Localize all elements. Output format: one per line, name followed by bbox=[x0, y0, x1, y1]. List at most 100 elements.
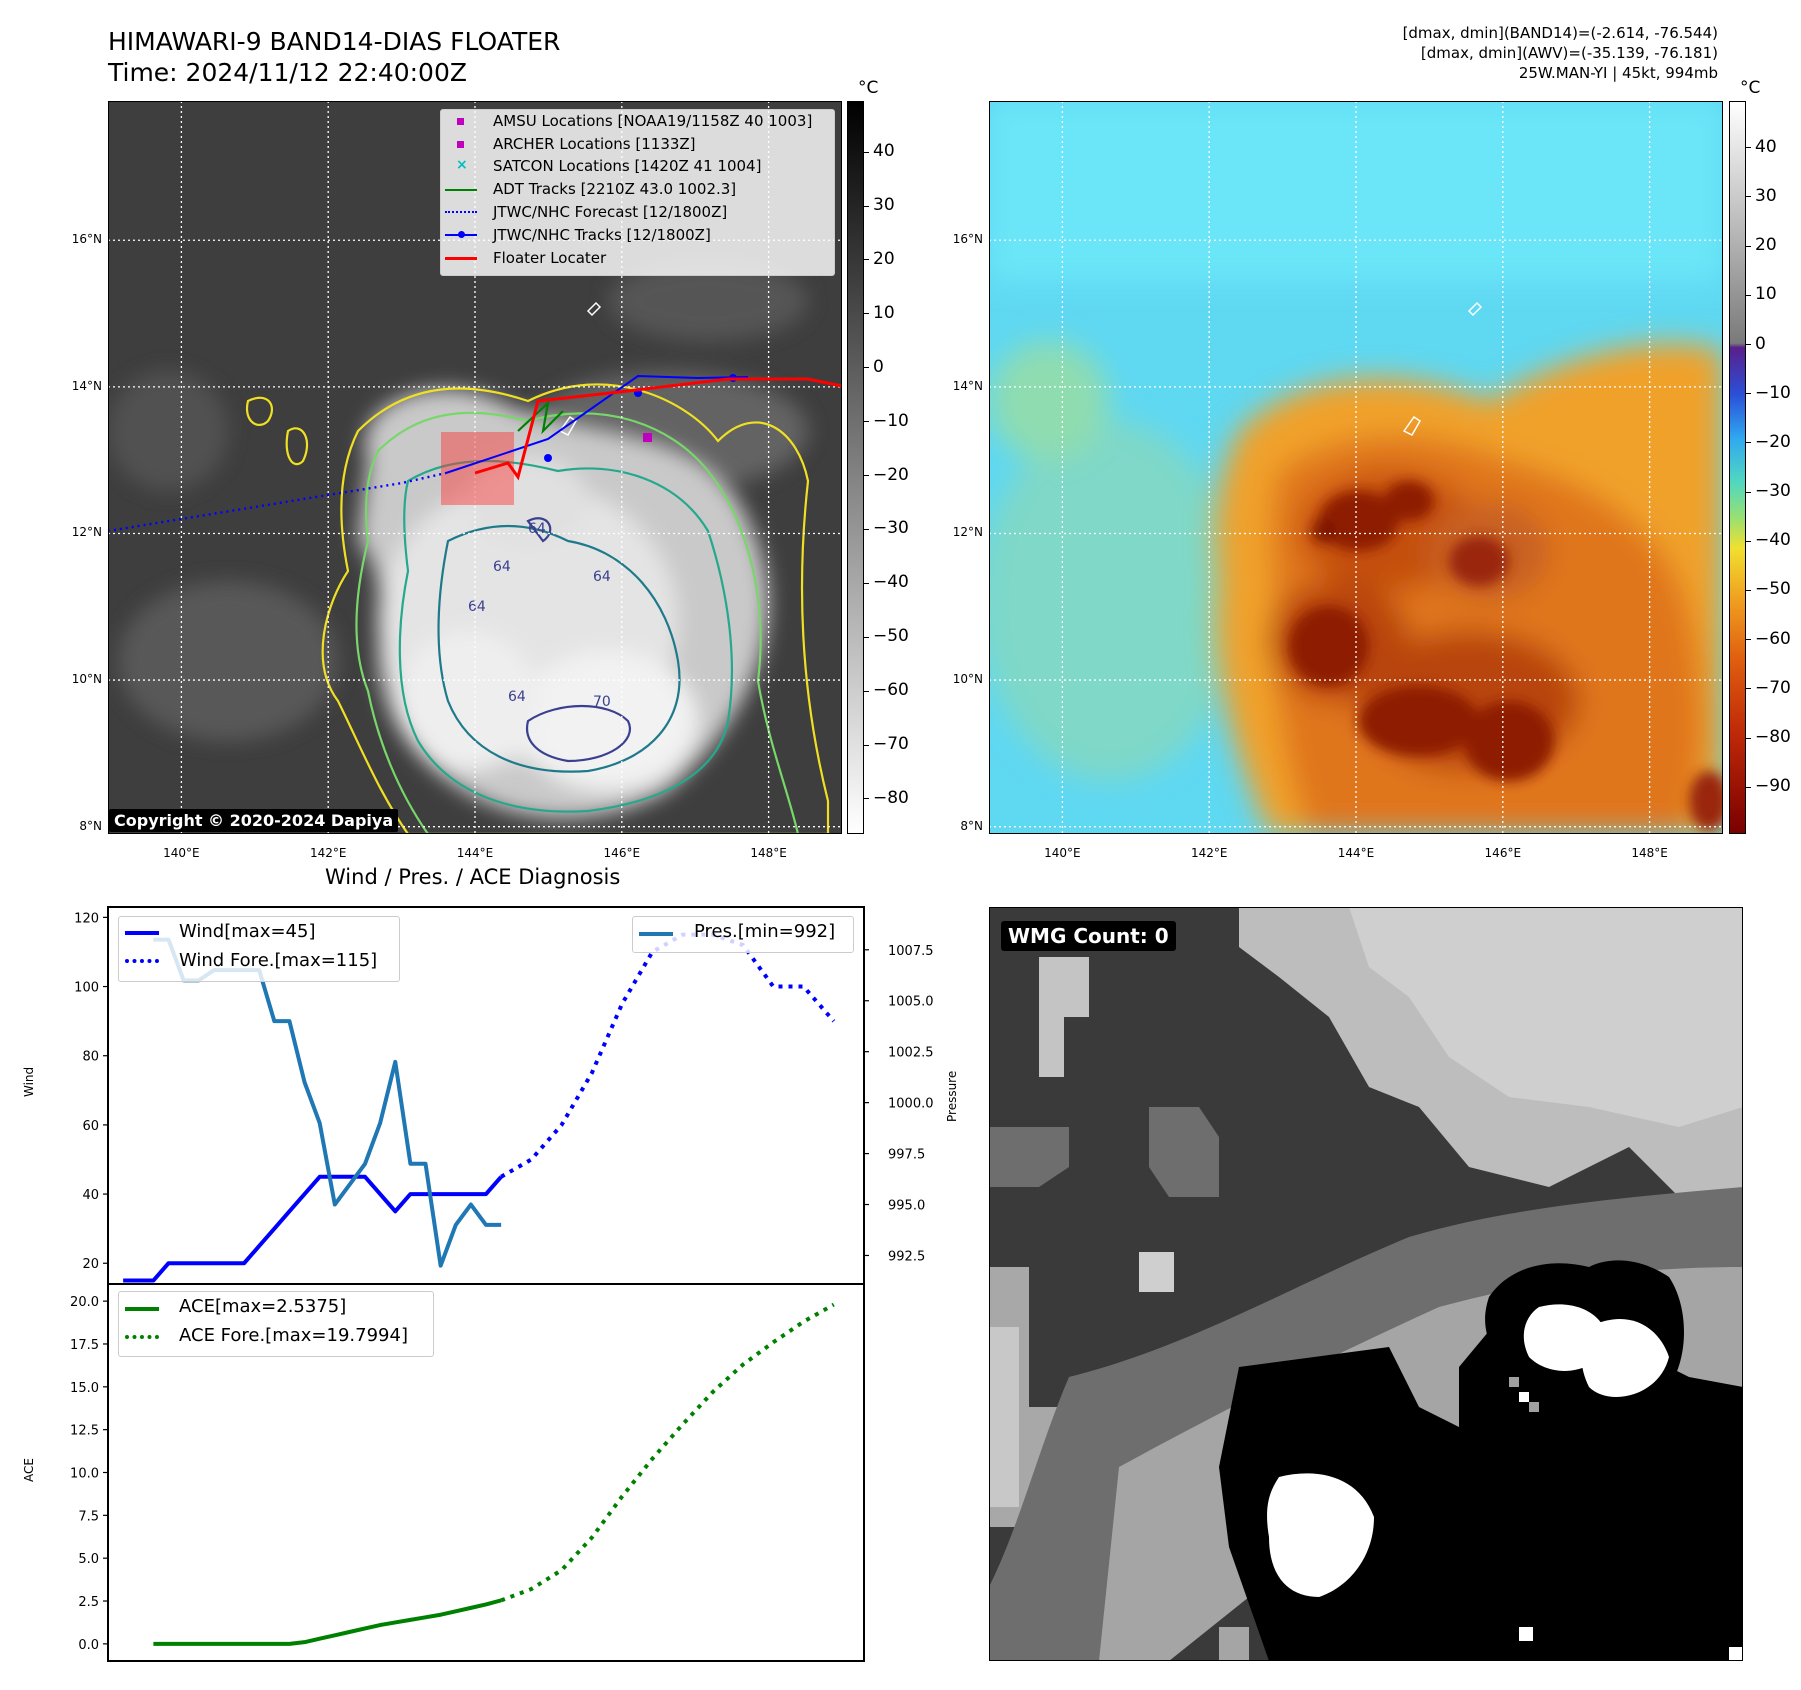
floater-track bbox=[474, 377, 842, 481]
colorbar-tick-label: −70 bbox=[873, 734, 909, 755]
colorbar-tick-label: 30 bbox=[873, 195, 895, 216]
colorbar-tick-label: 40 bbox=[873, 141, 895, 162]
colorbar-tick-label: −60 bbox=[1755, 628, 1791, 649]
wind-tick-label: 100 bbox=[74, 981, 99, 996]
pressure-tick-label: 995.0 bbox=[888, 1199, 925, 1214]
info-line-1: [dmax, dmin](BAND14)=(-2.614, -76.544) bbox=[1402, 24, 1718, 42]
wind-tick-label: 120 bbox=[74, 911, 99, 926]
colorbar-tick-label: −70 bbox=[1755, 677, 1791, 698]
colorbar-tick-label: 10 bbox=[873, 302, 895, 323]
pressure-line bbox=[153, 937, 502, 1268]
contour-label: 64 bbox=[593, 569, 611, 585]
lat-label: 14°N bbox=[71, 378, 102, 393]
ace-tick-label: 15.0 bbox=[70, 1381, 99, 1396]
colorbar-tick-mark bbox=[1746, 786, 1751, 788]
lon-label: 142°E bbox=[309, 846, 347, 860]
wind-tick-label: 60 bbox=[82, 1119, 99, 1134]
legend-ace: ACE[max=2.5375] bbox=[179, 1296, 347, 1317]
lat-label: 16°N bbox=[952, 232, 983, 247]
pressure-tick-label: 1002.5 bbox=[888, 1046, 934, 1061]
archer-square-icon bbox=[457, 141, 464, 148]
colorbar-tick-mark bbox=[864, 798, 869, 800]
colorbar-tick-mark bbox=[864, 367, 869, 369]
island-outline bbox=[1402, 415, 1421, 436]
cloud-mass bbox=[358, 389, 769, 819]
lon-label: 146°E bbox=[603, 846, 641, 860]
contours bbox=[245, 383, 830, 834]
colorbar-tick-label: 20 bbox=[1755, 235, 1777, 256]
colorbar-tick-mark bbox=[1746, 737, 1751, 739]
ace-tick-label: 5.0 bbox=[78, 1552, 99, 1567]
awv-cloud-mass bbox=[1215, 343, 1723, 834]
colorbar-tick-mark bbox=[864, 313, 869, 315]
colorbar-tick-mark bbox=[1746, 245, 1751, 247]
ace-legend: ACE[max=2.5375] ACE Fore.[max=19.7994] bbox=[118, 1291, 434, 1357]
colorbar-tick-label: −40 bbox=[1755, 530, 1791, 551]
colorbar-tick-mark bbox=[1746, 196, 1751, 198]
wind-series-group bbox=[123, 932, 836, 1283]
colorbar-tick-label: −10 bbox=[1755, 382, 1791, 403]
pressure-axis-label: Pressure bbox=[945, 1070, 959, 1122]
lon-label: 146°E bbox=[1484, 846, 1522, 860]
ace-tick-label: 7.5 bbox=[78, 1509, 99, 1524]
wind-legend: Wind[max=45] Wind Fore.[max=115] bbox=[118, 916, 400, 982]
ace-tick-label: 12.5 bbox=[70, 1424, 99, 1439]
legend-wind-fore: Wind Fore.[max=115] bbox=[179, 950, 378, 971]
amsu-square-icon bbox=[457, 118, 464, 125]
ace-tick-label: 0.0 bbox=[78, 1638, 99, 1653]
lat-label: 12°N bbox=[71, 525, 102, 540]
ace-axis-label: ACE bbox=[22, 1458, 36, 1482]
floater-locator-box bbox=[441, 432, 514, 505]
colorbar-tick-label: −40 bbox=[873, 572, 909, 593]
contour-label: 64 bbox=[468, 599, 486, 615]
copyright-label: Copyright © 2020-2024 Dapiya bbox=[109, 809, 399, 832]
ace-forecast-line bbox=[500, 1302, 835, 1603]
lat-label: 10°N bbox=[952, 672, 983, 687]
forecast-dotted-icon bbox=[445, 211, 477, 213]
info-line-2: [dmax, dmin](AWV)=(-35.139, -76.181) bbox=[1420, 44, 1718, 62]
contour-label: 64 bbox=[493, 559, 511, 575]
wind-tick-label: 40 bbox=[82, 1188, 99, 1203]
colorbar-tick-label: −50 bbox=[873, 626, 909, 647]
archer-marker bbox=[643, 433, 652, 442]
lat-label: 8°N bbox=[960, 818, 983, 833]
colorbar-tick-mark bbox=[864, 528, 869, 530]
pressure-line-icon bbox=[639, 932, 673, 936]
island-outline bbox=[586, 301, 602, 317]
wind-forecast-line bbox=[500, 932, 836, 1179]
colorbar-tick-mark bbox=[1746, 294, 1751, 296]
colorbar-tick-label: −50 bbox=[1755, 579, 1791, 600]
lon-label: 148°E bbox=[1631, 846, 1668, 860]
lat-label: 10°N bbox=[71, 672, 102, 687]
wind-axis-label: Wind bbox=[22, 1066, 36, 1097]
diagnosis-chart: 120 100 80 60 40 20 1007.5 1005.0 1002.5 1000.0 99… bbox=[70, 906, 934, 1662]
ir-colorbar-unit: °C bbox=[858, 78, 879, 98]
colorbar-tick-label: −60 bbox=[873, 680, 909, 701]
contour-label: 64 bbox=[528, 521, 546, 537]
colorbar-tick-mark bbox=[864, 205, 869, 207]
jtwc-forecast-track bbox=[108, 471, 447, 533]
info-line-3: 25W.MAN-YI | 45kt, 994mb bbox=[1518, 64, 1718, 82]
contour-label: 64 bbox=[508, 689, 526, 705]
legend-item-satcon: SATCON Locations [1420Z 41 1004] bbox=[493, 157, 762, 175]
colorbar-tick-mark bbox=[1746, 393, 1751, 395]
colorbar-tick-mark bbox=[864, 151, 869, 153]
adt-line-icon bbox=[445, 189, 477, 191]
colorbar-tick-label: 10 bbox=[1755, 284, 1777, 305]
legend-wind: Wind[max=45] bbox=[179, 921, 316, 942]
ace-tick-label: 17.5 bbox=[70, 1338, 99, 1353]
lat-label: 8°N bbox=[79, 818, 102, 833]
legend-item-forecast: JTWC/NHC Forecast [12/1800Z] bbox=[493, 203, 728, 221]
ace-line-icon bbox=[125, 1307, 159, 1311]
wmg-image bbox=[989, 907, 1743, 1661]
ace-line bbox=[153, 1598, 502, 1646]
legend-item-adt: ADT Tracks [2210Z 43.0 1002.3] bbox=[493, 180, 737, 198]
legend-item-archer: ARCHER Locations [1133Z] bbox=[493, 135, 696, 153]
contour-label: 70 bbox=[593, 694, 611, 710]
colorbar-tick-mark bbox=[864, 690, 869, 692]
lon-label: 140°E bbox=[163, 846, 200, 860]
colorbar-tick-label: −30 bbox=[873, 518, 909, 539]
colorbar-tick-mark bbox=[1746, 491, 1751, 493]
ace-fore-dotted-icon bbox=[125, 1335, 159, 1339]
tracks-dot-icon bbox=[458, 231, 465, 238]
